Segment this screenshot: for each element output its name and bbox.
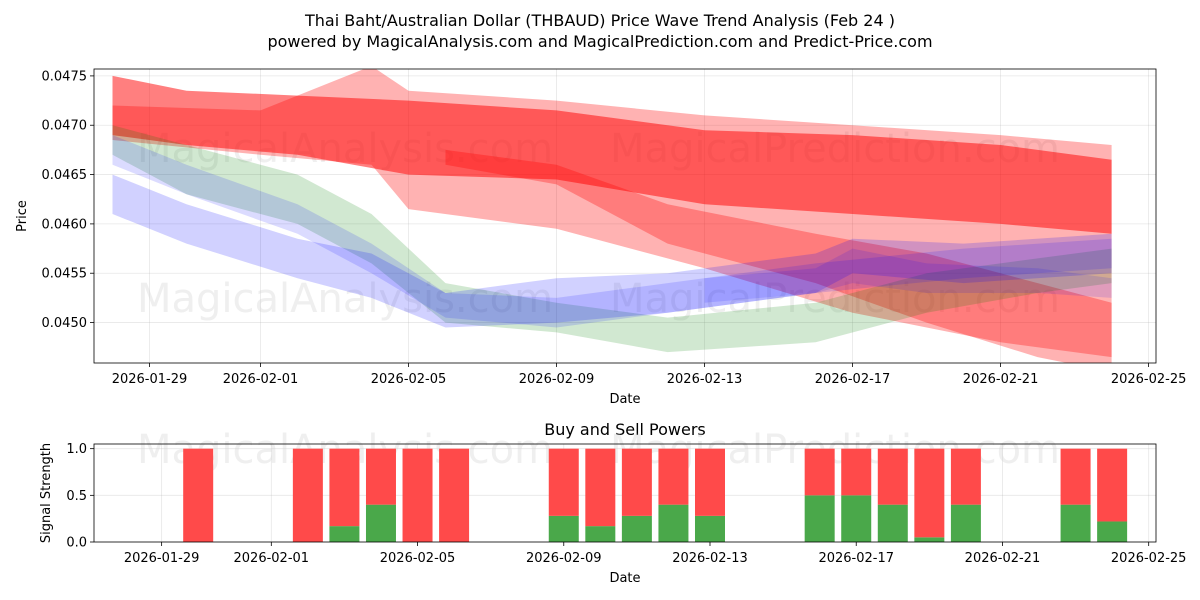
wave-band-green-wave [112,125,1112,353]
buy-sell-x-tick-label: 2026-02-25 [1111,551,1187,566]
buy-sell-y-tick-label: 1.0 [66,442,87,457]
buy-sell-title: Buy and Sell Powers [544,420,706,439]
sell-bar [329,448,360,527]
buy-bar [841,495,872,542]
wave-bands [112,69,1112,363]
buy-sell-x-tick-label: 2026-01-29 [124,551,200,566]
price-y-tick-label: 0.0450 [42,316,88,331]
price-y-tick-label: 0.0460 [42,217,88,232]
sell-bar [548,448,579,516]
buy-bar [877,504,908,542]
buy-sell-x-ticks: 2026-01-29 2026-02-01 2026-02-05 2026-02-09… [124,542,1187,566]
sell-bar [621,448,652,516]
chart-title-line2: powered by MagicalAnalysis.com and Magic… [267,32,932,51]
price-plot: MagicalAnalysis.com MagicalPrediction.co… [15,68,1187,407]
chart-title-line1: Thai Baht/Australian Dollar (THBAUD) Pri… [304,11,895,30]
buy-sell-x-tick-label: 2026-02-01 [234,551,310,566]
buy-bar [950,504,981,542]
price-y-tick-label: 0.0465 [42,168,88,183]
sell-bar [950,448,981,505]
price-x-tick-label: 2026-02-01 [223,372,299,387]
watermark-3: MagicalAnalysis.com [137,276,553,322]
sell-bar [914,448,945,538]
buy-bar [658,504,689,542]
sell-bar [694,448,725,516]
sell-bar [402,448,433,542]
price-x-tick-label: 2026-01-29 [112,372,188,387]
wave-band-red-wave-upper [112,75,1112,234]
sell-bar [804,448,835,496]
watermark-4: MagicalPrediction.com [610,276,1060,322]
price-x-tick-label: 2026-02-17 [815,372,891,387]
buy-sell-x-tick-label: 2026-02-05 [380,551,456,566]
price-y-tick-label: 0.0475 [42,69,88,84]
price-x-label: Date [609,392,640,407]
sell-bar [1060,448,1091,505]
buy-bar [914,537,945,542]
price-y-tick-label: 0.0470 [42,119,88,134]
buy-sell-plot: Buy and Sell Powers MagicalAnalysis.com … [39,420,1186,586]
price-x-tick-label: 2026-02-13 [667,372,743,387]
buy-bar [1060,504,1091,542]
buy-bar [329,526,360,542]
buy-sell-x-tick-label: 2026-02-21 [965,551,1041,566]
sell-bar [183,448,214,542]
wave-band-blue-wave-upper [112,135,1112,328]
buy-bar [365,504,396,542]
buy-sell-y-tick-label: 0.5 [66,489,87,504]
buy-sell-y-tick-label: 0.0 [66,536,87,551]
sell-bar [1097,448,1128,522]
sell-bar [841,448,872,496]
sell-bar [658,448,689,505]
buy-sell-y-ticks: 0.0 0.5 1.0 [66,442,94,551]
price-x-tick-label: 2026-02-21 [963,372,1039,387]
wave-band-purple-overlap [704,248,1112,303]
buy-sell-x-label: Date [609,571,640,586]
price-x-tick-label: 2026-02-09 [519,372,595,387]
price-x-tick-label: 2026-02-05 [371,372,447,387]
sell-bar [585,448,616,527]
buy-bar [585,526,616,542]
price-y-tick-label: 0.0455 [42,267,88,282]
buy-sell-x-tick-label: 2026-02-17 [818,551,894,566]
price-plot-frame [93,68,1157,364]
price-y-label: Price [15,200,30,232]
price-x-ticks: 2026-01-29 2026-02-01 2026-02-05 2026-02-09… [112,363,1187,387]
buy-bar [694,515,725,542]
buy-bar [621,515,652,542]
buy-sell-plot-frame [93,443,1157,543]
wave-band-red-wave-wide [112,69,1112,358]
sell-bar [292,448,323,542]
price-x-tick-label: 2026-02-25 [1111,372,1187,387]
price-y-ticks: 0.0450 0.0455 0.0460 0.0465 0.0470 0.0475 [42,69,94,331]
buy-sell-x-tick-label: 2026-02-13 [672,551,748,566]
wave-band-blue-wave-main [112,174,1112,328]
wave-band-red-wave-lower [445,149,1112,363]
sell-bar [365,448,396,505]
buy-sell-x-tick-label: 2026-02-09 [526,551,602,566]
sell-bar [877,448,908,505]
buy-bar [548,515,579,542]
buy-bar [804,495,835,542]
buy-bar [1097,521,1128,542]
buy-sell-y-label: Signal Strength [39,443,54,543]
buy-sell-bars [183,448,1128,542]
sell-bar [439,448,470,542]
